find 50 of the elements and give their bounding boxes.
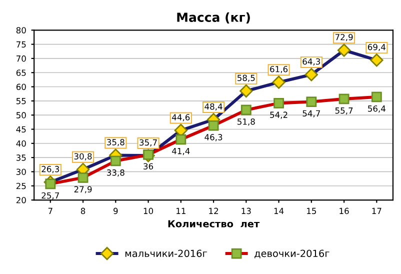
data-label: 61,6 [270,66,288,74]
y-tick-label: 45 [16,126,26,133]
x-axis-title: Количество лет [168,220,260,228]
data-label: 48,4 [204,103,222,111]
x-tick-label: 9 [114,208,118,214]
x-tick-label: 15 [307,208,316,214]
y-tick-label: 30 [16,168,26,175]
data-label: 26,3 [42,166,60,174]
y-tick-label: 35 [16,154,26,161]
data-label: 30,8 [74,153,92,160]
data-label: 54,2 [270,112,288,119]
data-label: 46,3 [204,134,222,142]
y-tick-label: 70 [16,55,26,62]
legend-label: мальчики-2016г [125,250,207,258]
y-tick-label: 25 [16,182,26,190]
x-tick-label: 16 [340,208,349,214]
y-tick-label: 50 [16,112,26,118]
x-tick-label: 13 [242,208,251,214]
x-tick-label: 7 [48,208,52,214]
data-label: 36 [144,163,154,170]
x-tick-label: 8 [80,208,86,214]
data-label: 41,4 [172,148,190,156]
data-label: 44,6 [172,114,190,122]
data-label: 25,7 [42,192,59,200]
y-tick-label: 40 [16,140,26,147]
data-label: 27,9 [74,186,92,194]
y-tick-label: 65 [16,70,26,76]
x-tick-label: 17 [372,208,382,214]
x-tick-label: 14 [274,208,284,214]
data-label: 64,3 [302,58,320,66]
y-tick-label: 55 [16,98,26,104]
legend-label: девочки-2016г [254,250,330,258]
y-tick-label: 60 [16,84,26,90]
x-tick-label: 10 [144,208,154,214]
y-tick-label: 20 [16,197,26,204]
data-label: 54,7 [302,110,320,118]
y-tick-label: 80 [16,27,26,34]
x-tick-label: 12 [209,208,218,214]
data-label: 35,8 [107,139,124,146]
data-label: 58,5 [238,74,255,82]
chart-title: Масса (кг) [177,12,250,24]
x-tick-label: 11 [176,208,186,214]
data-label: 69,4 [368,44,386,52]
data-label: 51,8 [238,118,255,126]
data-label: 35,7 [140,139,157,146]
data-label: 55,7 [335,108,353,115]
data-label: 56,4 [368,105,386,113]
data-label: 72,9 [335,34,353,42]
data-label: 33,8 [107,169,124,177]
y-tick-label: 75 [16,41,26,48]
